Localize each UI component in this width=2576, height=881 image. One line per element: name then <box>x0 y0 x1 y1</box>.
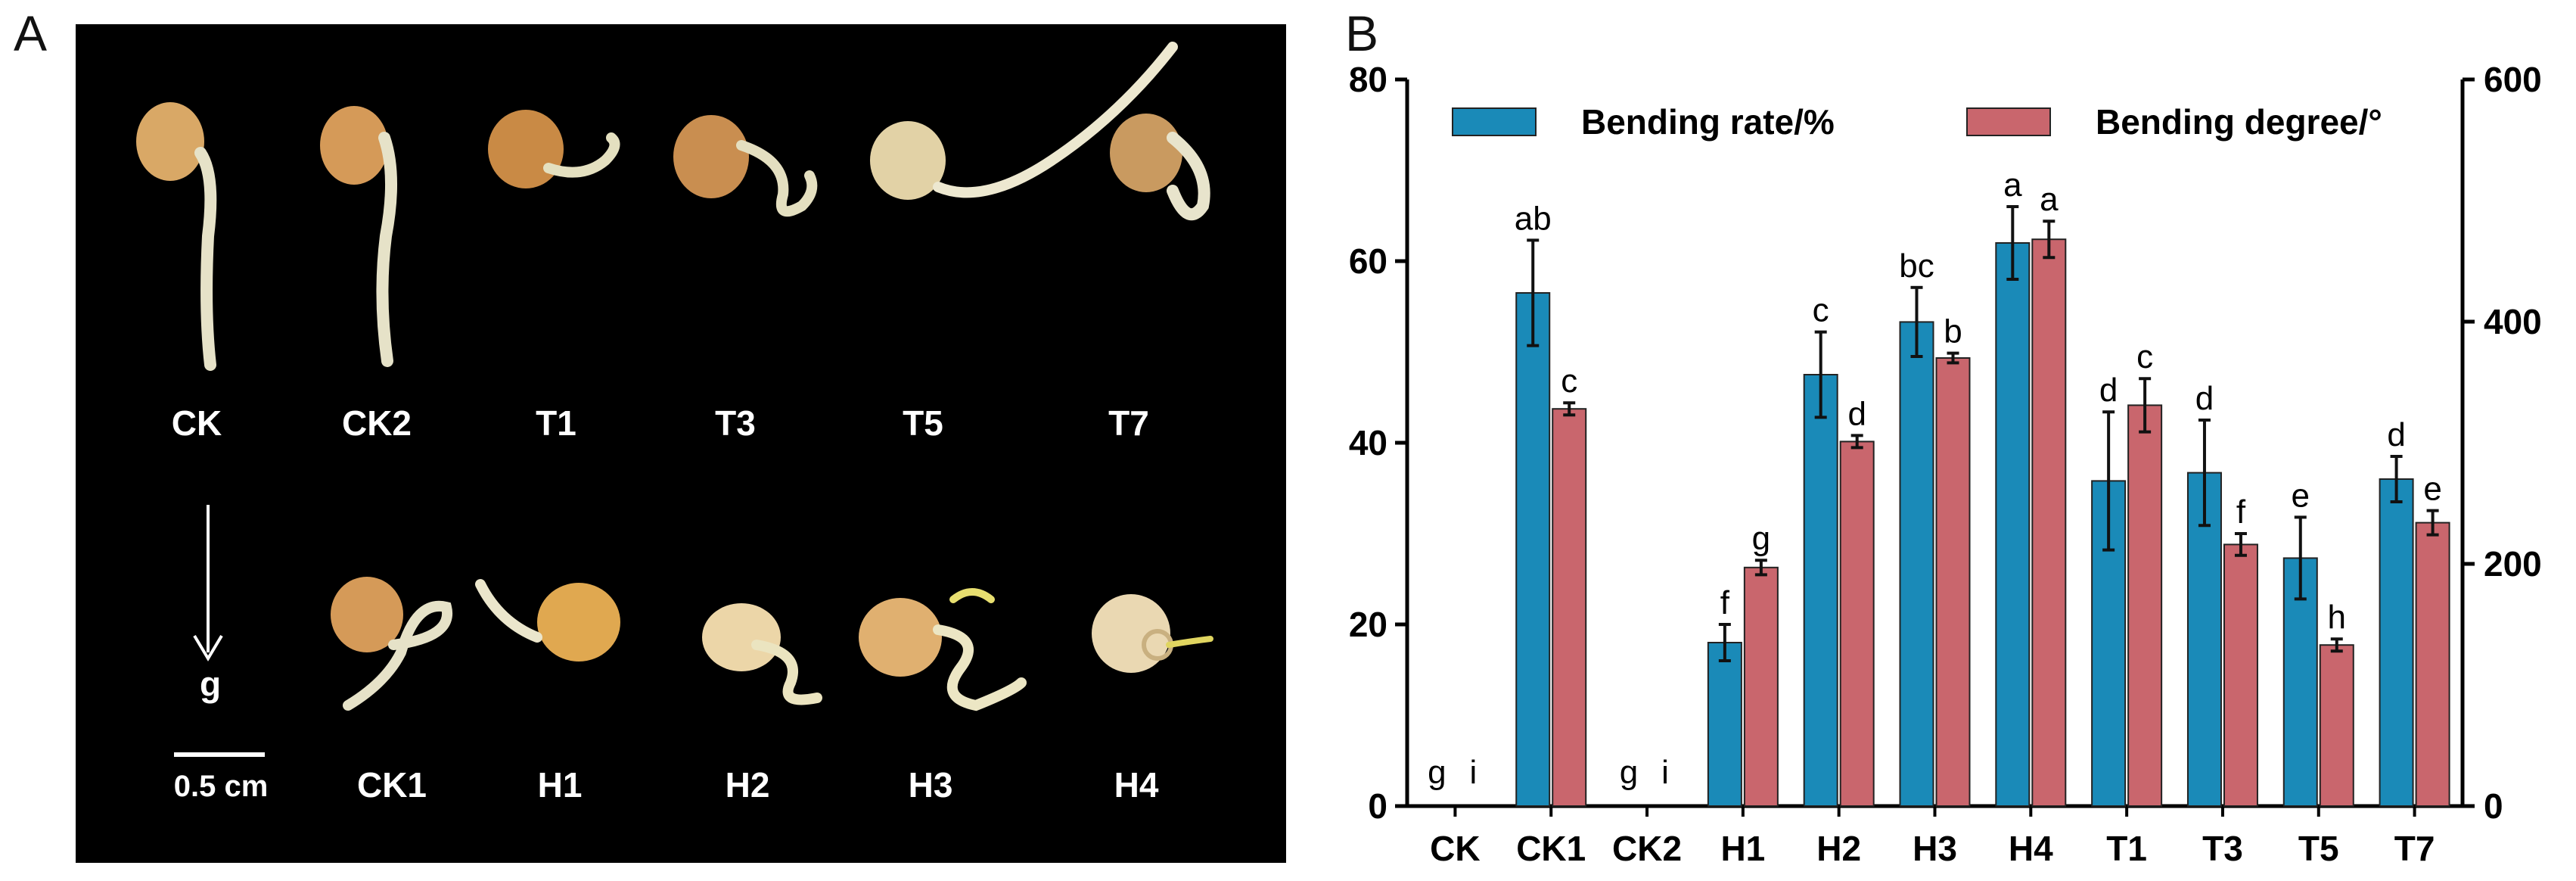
label-h3: H3 <box>908 765 953 805</box>
bar-bending-degree <box>2127 404 2163 807</box>
sig-label-bending-rate: bc <box>1899 247 1934 285</box>
right-y-tick-label: 400 <box>2484 302 2542 341</box>
bar-bending-rate <box>2379 478 2414 807</box>
label-h2: H2 <box>725 765 770 805</box>
sig-label-bending-degree: c <box>1561 363 1577 400</box>
right-y-tick-label: 600 <box>2484 60 2542 99</box>
left-y-tick-label: 60 <box>1349 241 1387 281</box>
label-ck: CK <box>171 403 222 443</box>
seedling-t7 <box>1110 114 1210 221</box>
sig-label-bending-rate: g <box>1620 754 1638 791</box>
legend-swatch-bending-rate <box>1452 107 1537 136</box>
bar-bending-degree <box>1743 566 1779 807</box>
seedling-ck <box>136 102 217 371</box>
label-scale: 0.5 cm <box>173 770 269 803</box>
seedling-h4 <box>1092 594 1213 673</box>
gravity-arrow-icon <box>193 505 223 662</box>
x-tick-label: T5 <box>2298 829 2339 868</box>
bar-bending-degree <box>2031 238 2067 807</box>
panel-b-letter: B <box>1345 5 1379 61</box>
x-tick-label: H4 <box>2009 829 2053 868</box>
x-tick-label: CK <box>1430 829 1480 868</box>
sig-label-bending-rate: f <box>1720 584 1730 621</box>
legend-label-bending-degree: Bending degree/° <box>2096 102 2382 142</box>
sig-label-bending-degree: a <box>2040 181 2059 218</box>
right-y-tick-label: 0 <box>2484 786 2503 826</box>
x-tick-label: CK1 <box>1516 829 1586 868</box>
x-tick-label: T7 <box>2394 829 2435 868</box>
sig-label-bending-rate: d <box>2387 416 2405 453</box>
label-t5: T5 <box>903 403 943 443</box>
bar-bending-rate <box>1707 642 1742 807</box>
bar-bending-degree <box>1552 408 1587 807</box>
panel-a-letter: A <box>14 5 48 61</box>
x-tick-label: H1 <box>1720 829 1765 868</box>
sig-label-bending-degree: b <box>1944 313 1962 350</box>
sig-label-bending-degree: e <box>2423 471 2441 508</box>
label-ck1: CK1 <box>356 765 427 805</box>
seedling-photo-panel: CK CK2 T1 T3 T5 T7 g 0.5 cm CK1 H1 H2 H3… <box>76 24 1286 863</box>
seedling-ck1 <box>331 577 453 711</box>
sig-label-bending-degree: h <box>2328 599 2346 636</box>
left-y-tick-label: 20 <box>1349 605 1387 644</box>
seedling-t3 <box>673 115 818 217</box>
sig-label-bending-rate: c <box>1813 292 1829 329</box>
sig-label-bending-rate: d <box>2195 380 2214 417</box>
x-tick-label: T1 <box>2106 829 2147 868</box>
bar-bending-degree <box>2319 644 2354 808</box>
sig-label-bending-degree: d <box>1847 395 1866 432</box>
sig-label-bending-rate: d <box>2099 372 2118 409</box>
sig-label-bending-rate: g <box>1428 754 1446 791</box>
seedling-h3 <box>859 588 1027 711</box>
sig-label-bending-rate: a <box>2003 167 2022 204</box>
bar-bending-rate <box>1995 242 2031 807</box>
seedling-t1 <box>488 110 620 188</box>
seedling-drawings <box>136 42 1213 757</box>
legend-swatch-bending-degree <box>1966 107 2051 136</box>
legend-label-bending-rate: Bending rate/% <box>1581 102 1835 142</box>
sig-label-bending-degree: g <box>1752 520 1770 557</box>
left-y-tick-label: 80 <box>1349 60 1387 99</box>
sig-label-bending-degree: c <box>2136 338 2153 375</box>
bar-bending-rate <box>1803 374 1838 807</box>
sig-label-bending-rate: ab <box>1515 200 1552 237</box>
left-y-tick-label: 40 <box>1349 423 1387 462</box>
seedling-h2 <box>702 603 822 705</box>
label-t3: T3 <box>715 403 756 443</box>
sig-label-bending-degree: f <box>2236 493 2246 531</box>
x-tick-label: T3 <box>2202 829 2243 868</box>
seedling-h1 <box>475 579 620 662</box>
bar-bending-rate <box>1899 321 1934 807</box>
label-h4: H4 <box>1114 765 1159 805</box>
x-tick-label: H2 <box>1816 829 1861 868</box>
label-h1: H1 <box>537 765 583 805</box>
seedling-t5 <box>870 42 1178 200</box>
bar-bending-degree <box>2223 543 2258 808</box>
bar-bending-degree <box>2415 521 2450 807</box>
x-tick-label: CK2 <box>1612 829 1682 868</box>
sig-label-bending-degree: i <box>1661 754 1669 791</box>
seedling-ck2 <box>320 106 397 367</box>
bar-bending-degree <box>1839 440 1875 808</box>
right-y-tick-label: 200 <box>2484 544 2542 584</box>
label-ck2: CK2 <box>341 403 412 443</box>
bar-bending-rate <box>1515 292 1551 807</box>
label-t7: T7 <box>1108 403 1149 443</box>
sig-label-bending-degree: i <box>1470 754 1478 791</box>
bar-bending-degree <box>1935 357 1971 807</box>
x-tick-label: H3 <box>1913 829 1957 868</box>
bar-bending-rate <box>2186 472 2222 807</box>
label-t1: T1 <box>536 403 576 443</box>
label-gravity: g <box>199 665 222 704</box>
sig-label-bending-rate: e <box>2292 477 2310 514</box>
left-y-tick-label: 0 <box>1368 786 1387 826</box>
